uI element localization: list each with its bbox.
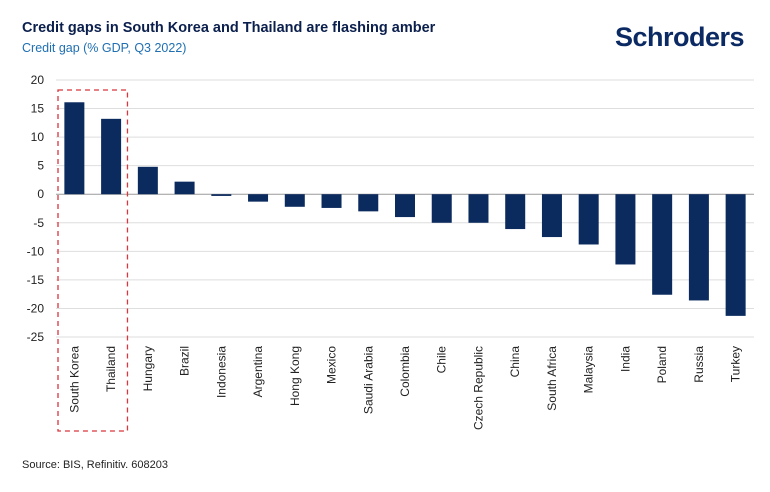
y-tick-label: 5 <box>37 159 44 173</box>
bar-turkey <box>725 194 746 316</box>
schroders-logo: Schroders <box>614 22 745 52</box>
y-tick-label: -15 <box>27 273 45 287</box>
source-note: Source: BIS, Refinitiv. 608203 <box>22 459 168 471</box>
bar-russia <box>688 194 709 301</box>
y-tick-label: -10 <box>27 244 45 258</box>
category-label: Argentina <box>251 346 265 398</box>
highlight-box <box>57 89 129 432</box>
category-label: Indonesia <box>214 346 228 398</box>
category-label: Brazil <box>178 346 192 376</box>
bar-china <box>505 194 526 230</box>
category-label: South Africa <box>545 346 559 411</box>
category-label: Thailand <box>104 346 118 392</box>
bar-indonesia <box>211 194 232 196</box>
bar-poland <box>652 194 673 295</box>
chart-title: Credit gaps in South Korea and Thailand … <box>22 20 436 36</box>
category-label: Saudi Arabia <box>361 346 375 414</box>
category-label: Czech Republic <box>471 346 485 430</box>
bar-mexico <box>321 194 342 208</box>
y-axis-ticks: 20 15 10 5 0 -5 -10 -15 -20 -25 <box>27 73 45 344</box>
bar-chart: 20 15 10 5 0 -5 -10 -15 -20 -25 South Korea Thaila… <box>27 73 754 432</box>
category-label: Mexico <box>325 346 339 384</box>
bar-argentina <box>248 194 269 202</box>
bar-chile <box>431 194 452 223</box>
y-tick-label: 20 <box>31 73 45 87</box>
bar-malaysia <box>578 194 599 245</box>
y-tick-label: -5 <box>33 216 44 230</box>
category-label: India <box>618 346 632 372</box>
bar-brazil <box>174 181 195 195</box>
category-label: China <box>508 346 522 378</box>
y-tick-label: -20 <box>27 301 45 315</box>
y-tick-label: 10 <box>31 130 45 144</box>
bar-colombia <box>395 194 415 218</box>
category-label: South Korea <box>67 346 81 413</box>
bar-south-korea <box>64 102 85 195</box>
chart-subtitle: Credit gap (% GDP, Q3 2022) <box>22 41 187 55</box>
bar-south-africa <box>541 194 562 238</box>
category-label: Poland <box>655 346 669 383</box>
category-label: Chile <box>435 346 449 374</box>
category-label: Hungary <box>141 346 155 391</box>
bar-czech-republic <box>468 194 489 223</box>
highlight-layer <box>57 89 129 432</box>
category-label: Malaysia <box>582 346 596 394</box>
y-tick-label: 15 <box>31 102 45 116</box>
bar-hong-kong <box>284 194 305 207</box>
bar-saudi-arabia <box>358 194 379 212</box>
y-tick-label: -25 <box>27 330 45 344</box>
category-label: Colombia <box>398 346 412 397</box>
category-label: Turkey <box>729 346 743 382</box>
bar-thailand <box>101 118 122 195</box>
category-label: Hong Kong <box>288 346 302 406</box>
x-axis-labels: South Korea Thailand Hungary Brazil Indonesi… <box>67 346 742 430</box>
category-label: Russia <box>692 346 706 383</box>
bar-hungary <box>137 166 158 195</box>
bar-india <box>615 194 636 265</box>
y-tick-label: 0 <box>37 187 44 201</box>
bars <box>64 102 746 316</box>
gridlines <box>56 79 754 338</box>
